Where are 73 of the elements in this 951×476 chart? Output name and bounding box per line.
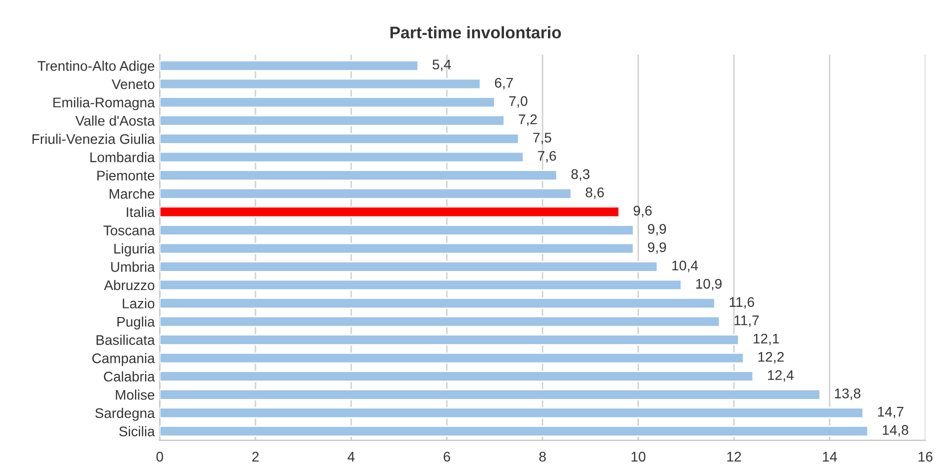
y-tick-label: Toscana	[104, 226, 155, 236]
bar	[160, 78, 482, 90]
x-tick-label: 14	[822, 452, 837, 462]
bar	[160, 279, 682, 291]
data-label: 11,7	[734, 316, 759, 327]
y-tick-label: Lazio	[122, 298, 154, 308]
data-label: 7,6	[538, 150, 556, 162]
bar	[160, 388, 821, 400]
bar	[160, 242, 634, 254]
data-label: 13,8	[835, 388, 860, 400]
y-tick-label: Puglia	[117, 316, 155, 330]
y-tick-label: Veneto	[112, 79, 154, 90]
data-label: 7,2	[518, 114, 537, 126]
bar	[160, 96, 496, 108]
y-tick-label: Italia	[126, 206, 155, 218]
data-label: 14,8	[882, 425, 908, 437]
data-label: 10,4	[672, 260, 698, 272]
bar	[160, 370, 754, 382]
bar	[160, 425, 869, 437]
data-label: 9,6	[634, 206, 652, 218]
data-label: 10,9	[696, 278, 722, 290]
y-tick-label: Basilicata	[96, 334, 155, 345]
y-tick-label: Molise	[116, 390, 154, 400]
x-tick-label: 2	[252, 452, 259, 462]
bar	[160, 188, 572, 200]
bar	[160, 151, 524, 163]
bar	[160, 316, 720, 328]
data-label: 9,9	[648, 224, 666, 236]
x-tick-label: 6	[444, 452, 450, 462]
y-tick-label: Emilia-Romagna	[53, 97, 155, 110]
bar	[160, 60, 419, 72]
data-label: 12,1	[754, 334, 779, 346]
x-tick-label: 16	[918, 452, 932, 462]
data-label: 8,3	[571, 169, 590, 181]
data-label: 11,6	[730, 297, 754, 309]
data-label: 14,7	[878, 406, 904, 418]
x-tick-label: 10	[632, 452, 646, 462]
y-tick-label: Abruzzo	[104, 280, 154, 290]
y-tick-label: Marche	[110, 188, 154, 199]
data-label: 12,2	[758, 352, 784, 364]
x-tick-label: 8	[539, 452, 546, 462]
bar	[160, 133, 520, 145]
y-tick-label: Friuli-Venezia Giulia	[32, 134, 155, 144]
bar	[160, 298, 716, 309]
data-label: 7,5	[533, 132, 552, 144]
bar	[160, 334, 740, 346]
bar	[160, 352, 744, 364]
y-tick-label: Calabria	[104, 371, 155, 382]
x-tick-label: 12	[727, 452, 741, 462]
data-label: 9,9	[648, 242, 666, 254]
y-tick-label: Umbria	[111, 262, 155, 272]
bar	[160, 170, 558, 182]
y-tick-label: Sardegna	[95, 408, 155, 421]
x-tick-label: 0	[156, 452, 164, 462]
data-label: 8,6	[586, 188, 604, 199]
bar	[160, 114, 505, 126]
y-tick-label: Lombardia	[90, 152, 155, 162]
data-label: 7,0	[509, 96, 528, 108]
y-tick-label: Trentino-Alto Adige	[38, 60, 154, 74]
bar	[160, 224, 634, 236]
data-label: 12,4	[768, 370, 794, 382]
bar	[160, 407, 864, 419]
y-tick-label: Liguria	[114, 243, 155, 256]
chart-title: Part-time involontario	[390, 26, 561, 38]
y-tick-label: Valle d'Aosta	[75, 115, 155, 126]
y-tick-label: Piemonte	[97, 170, 154, 181]
data-label: 6,7	[494, 78, 513, 90]
bar	[160, 260, 658, 272]
bar	[160, 206, 620, 218]
data-label: 5,4	[432, 60, 451, 72]
x-tick-label: 4	[348, 452, 355, 462]
y-tick-label: Sicilia	[119, 426, 155, 436]
y-tick-label: Campania	[92, 353, 155, 366]
